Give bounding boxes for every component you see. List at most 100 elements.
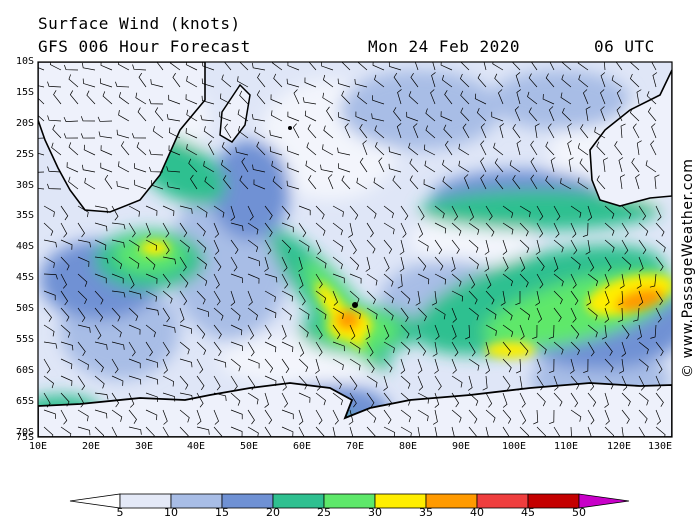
- wind-barb: [388, 163, 402, 173]
- wind-barb: [219, 111, 232, 122]
- wind-barb: [315, 324, 323, 340]
- forecast-cycle: 06 UTC: [594, 37, 655, 56]
- wind-barb: [434, 239, 443, 255]
- wind-barb: [247, 307, 258, 321]
- wind-barb: [298, 392, 311, 403]
- wind-barb: [530, 157, 538, 173]
- wind-barb: [587, 205, 593, 221]
- wind-barb: [655, 426, 666, 437]
- wind-barb: [349, 290, 360, 304]
- wind-barb: [611, 75, 623, 88]
- wind-barb: [247, 409, 255, 425]
- wind-barb: [519, 324, 525, 340]
- wind-barb: [128, 290, 142, 300]
- wind-barb: [201, 78, 215, 88]
- wind-barb: [247, 239, 259, 253]
- wind-barb: [464, 324, 471, 340]
- wind-barb: [99, 78, 113, 88]
- lat-label-40s: 40S: [15, 241, 34, 252]
- wind-barb: [621, 324, 630, 340]
- wind-barb: [451, 392, 460, 408]
- wind-barb: [638, 426, 646, 437]
- wind-barb: [138, 72, 147, 88]
- wind-barb: [604, 205, 615, 219]
- lon-label-10e: 10E: [28, 441, 48, 452]
- wind-barb: [326, 106, 334, 122]
- wind-barb: [434, 273, 447, 285]
- wind-barb: [515, 290, 521, 306]
- wind-barb: [230, 341, 243, 352]
- wind-barb: [587, 324, 598, 338]
- wind-barb: [63, 116, 79, 123]
- wind-barb: [586, 290, 592, 306]
- lon-label-80e: 80E: [398, 441, 418, 452]
- wind-barb: [264, 341, 277, 353]
- wind-barb: [150, 79, 164, 88]
- wind-barb: [257, 73, 266, 88]
- wind-barb: [417, 375, 424, 391]
- wind-barb: [636, 89, 642, 105]
- wind-barb: [432, 62, 436, 71]
- wind-barb: [468, 239, 479, 253]
- wind-barb: [485, 392, 493, 408]
- wind-barb: [136, 142, 147, 156]
- wind-barb: [495, 175, 504, 190]
- wind-barb: [315, 426, 325, 437]
- wind-barb: [383, 324, 390, 340]
- wind-barb: [451, 426, 455, 437]
- wind-barb: [162, 426, 170, 437]
- wind-barb: [47, 183, 62, 190]
- wind-barb: [47, 81, 62, 88]
- land-madagascar: [219, 83, 251, 143]
- wind-barb: [451, 273, 462, 287]
- wind-barb: [485, 290, 495, 305]
- wind-barb: [509, 160, 521, 173]
- wind-barb: [128, 358, 141, 369]
- wind-barb: [567, 123, 572, 139]
- wind-barb: [102, 91, 113, 105]
- wind-barb: [570, 222, 577, 238]
- wind-barb: [332, 222, 343, 236]
- wind-barb: [207, 140, 215, 156]
- wind-barb: [179, 324, 192, 334]
- wind-barb: [116, 129, 130, 139]
- wind-barb: [94, 358, 104, 373]
- wind-barb: [349, 273, 362, 284]
- wind-barb: [94, 273, 107, 284]
- wind-barb: [417, 307, 427, 322]
- wind-barb: [287, 111, 300, 122]
- wind-barb: [604, 273, 610, 289]
- wind-barb: [337, 147, 351, 156]
- wind-barb: [98, 131, 113, 139]
- wind-barb: [408, 142, 419, 156]
- wind-barb: [77, 273, 88, 287]
- lat-label-55s: 55S: [15, 334, 34, 345]
- wind-barb: [200, 114, 215, 122]
- wind-barb: [480, 174, 487, 190]
- wind-barb: [166, 181, 181, 190]
- wind-barb: [321, 62, 334, 71]
- wind-barb: [230, 307, 241, 321]
- wind-barb: [400, 324, 410, 339]
- wind-barb: [145, 239, 158, 251]
- wind-barb: [230, 256, 238, 272]
- wind-barb: [502, 256, 509, 272]
- wind-barb: [77, 205, 89, 218]
- wind-barb: [348, 222, 353, 238]
- wind-barb: [253, 179, 266, 190]
- wind-barb: [179, 426, 189, 437]
- wind-barb: [462, 123, 470, 139]
- wind-barb: [332, 239, 344, 252]
- wind-barb: [337, 78, 351, 88]
- wind-barb: [553, 273, 564, 287]
- wind-barb: [415, 290, 421, 306]
- wind-barb: [515, 72, 521, 88]
- wind-barb: [451, 290, 464, 302]
- wind-barb: [131, 133, 147, 139]
- wind-barb: [349, 324, 356, 340]
- wind-barb: [247, 222, 259, 235]
- wind-barb: [264, 392, 269, 408]
- wind-barb: [396, 123, 402, 139]
- wind-barb: [179, 392, 193, 401]
- wind-barb: [618, 290, 624, 306]
